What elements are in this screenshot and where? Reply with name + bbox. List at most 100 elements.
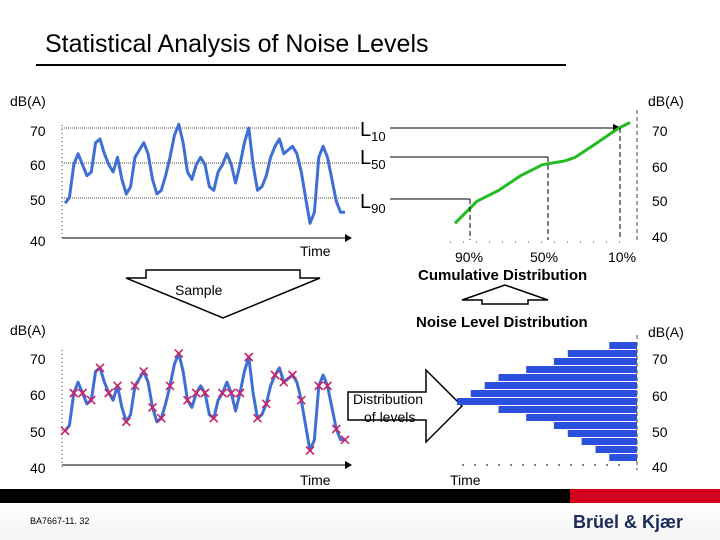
sample-mark [244,352,254,362]
level-label-60-right: 60 [652,159,668,175]
cumulative-distribution-chart: dB(A) 70 60 50 40 90% 50% 10% Cumulative… [390,93,684,284]
level-label-60-bottom: 60 [30,387,46,403]
bruel-kjaer-logo: Brüel & Kjær [573,512,684,532]
distribution-arrow-text-line1: Distribution [353,391,423,407]
sample-mark [270,370,280,380]
distribution-bar [595,446,637,453]
time-label-top: Time [300,243,331,259]
l50-label: L50 [360,147,386,172]
distribution-bar [526,414,637,421]
sample-mark [77,388,88,398]
document-code: BA7667-11. 32 [30,516,90,526]
sample-mark [209,413,219,423]
distribution-link-arrow [461,284,549,305]
level-label-60: 60 [30,157,46,173]
sample-mark [182,395,193,405]
footer-background [0,503,720,540]
sample-mark [261,399,271,409]
level-label-50: 50 [30,192,46,208]
sample-mark [287,370,298,380]
sample-mark [156,413,166,423]
distribution-bar [457,398,637,405]
y-unit-label-top-right: dB(A) [648,93,684,109]
level-label-40-right: 40 [652,229,668,245]
distribution-bar [609,342,637,349]
level-label-70-distribution: 70 [652,351,668,367]
sample-arrow: Sample [125,269,321,319]
sample-mark [296,395,306,405]
cumulative-distribution-title: Cumulative Distribution [418,267,587,284]
level-label-60-distribution: 60 [652,388,668,404]
level-label-70-right: 70 [652,123,668,139]
sample-mark [60,426,70,436]
distribution-bar [581,438,637,445]
sample-mark [112,381,123,391]
sample-mark [147,402,158,412]
sample-mark [305,446,315,456]
level-label-70: 70 [30,123,46,139]
level-label-50-distribution: 50 [652,424,668,440]
distribution-bar [567,430,637,437]
sample-mark [331,424,341,434]
sample-mark [165,381,175,391]
footer-red-bar [570,489,720,503]
sample-mark [95,363,105,373]
level-label-40-distribution: 40 [652,459,668,475]
sample-mark [314,381,324,391]
distribution-bar [553,422,637,429]
sample-mark [86,395,96,405]
up-arrow-shape [461,284,549,305]
sample-mark [235,388,245,398]
time-axis-arrowhead-top [345,234,352,242]
sample-mark [200,388,210,398]
distribution-bars [457,342,637,461]
sample-mark [139,366,149,376]
level-label-40-bottom: 40 [30,460,46,476]
sample-mark [322,381,333,391]
level-label-70-bottom: 70 [30,351,46,367]
sample-mark [252,413,263,423]
level-label-50-right: 50 [652,193,668,209]
sample-mark [226,388,236,398]
distribution-arrow-text-line2: of levels [364,409,415,425]
distribution-bar [470,390,637,397]
sample-arrow-shape [125,269,321,319]
distribution-bar [526,366,637,373]
distribution-bar [567,350,637,357]
l90-label: L90 [360,191,386,216]
time-history-chart: dB(A) 70 60 50 40 Time L10 L50 L90 [10,93,386,259]
distribution-bar [484,382,637,389]
distribution-bar [498,374,637,381]
level-label-50-bottom: 50 [30,424,46,440]
percent-label-50: 50% [530,249,558,265]
percent-label-90: 90% [455,249,483,265]
sample-mark [279,377,289,387]
y-unit-label-bottom-left: dB(A) [10,322,46,338]
y-unit-label-bottom-right: dB(A) [648,324,684,340]
sample-mark [69,388,79,398]
sample-mark [104,388,114,398]
percent-label-10: 10% [608,249,636,265]
sample-marks [60,348,350,456]
distribution-bar [498,406,637,413]
sampled-time-history-chart: dB(A) 70 60 50 40 Time [10,322,352,488]
footer-black-bar [0,489,570,503]
sample-mark [121,417,131,427]
sample-mark [340,435,350,445]
sample-mark [217,388,228,398]
distribution-bar [609,454,637,461]
y-unit-label-top-left: dB(A) [10,93,46,109]
time-label-bottom-left: Time [300,472,331,488]
title-underline [36,64,566,66]
noise-signal-line [63,122,345,225]
sample-label: Sample [175,282,223,298]
sample-mark [130,381,140,391]
level-label-40: 40 [30,233,46,249]
sample-mark [174,348,184,358]
distribution-bar [553,358,637,365]
noise-level-distribution-title: Noise Level Distribution [416,314,588,331]
time-axis-arrowhead-bottom [345,461,352,469]
distribution-arrow-shape [347,368,464,444]
time-label-distribution: Time [450,472,481,488]
